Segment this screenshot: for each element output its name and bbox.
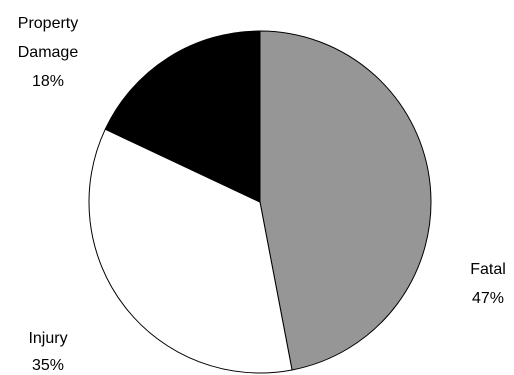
label-injury-name: Injury (28, 330, 67, 347)
label-property-damage-percent: 18% (32, 73, 64, 90)
label-fatal: Fatal 47% (470, 261, 506, 307)
label-fatal-percent: 47% (472, 290, 504, 307)
label-property-damage-line2: Damage (18, 44, 79, 61)
label-fatal-name: Fatal (470, 261, 506, 278)
label-injury: Injury 35% (28, 330, 67, 374)
label-property-damage-line1: Property (18, 15, 78, 32)
label-injury-percent: 35% (32, 357, 64, 374)
pie-slice-property-damage (104, 30, 261, 203)
label-property-damage: Property Damage 18% (18, 15, 79, 90)
pie-slices (88, 30, 432, 374)
pie-slice-injury (88, 128, 293, 374)
pie-slice-fatal (259, 30, 432, 371)
